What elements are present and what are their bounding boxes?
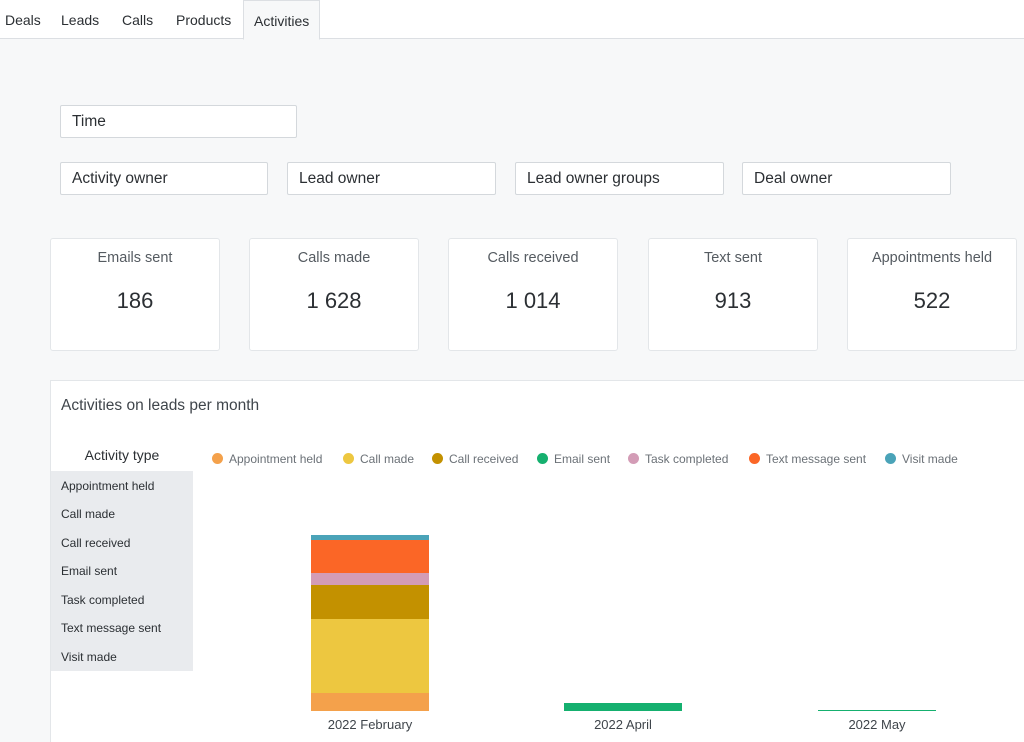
legend-email-sent[interactable]: Email sent (537, 452, 610, 466)
kpi-label: Text sent (703, 250, 763, 266)
activity-type-call-received[interactable]: Call received (61, 536, 131, 550)
x-tick-label: 2022 April (594, 717, 652, 732)
legend-call-made[interactable]: Call made (343, 452, 414, 466)
lead-owner-groups-filter[interactable]: Lead owner groups (515, 162, 724, 195)
legend-task-completed[interactable]: Task completed (628, 452, 728, 466)
bar-segment-email-sent-2022-may[interactable] (818, 710, 936, 711)
legend-dot-icon (749, 453, 760, 464)
bar-segment-call-received-2022-february[interactable] (311, 585, 429, 619)
tab-bar: Deals Leads Calls Products Activities (0, 0, 1024, 40)
activity-type-task-completed[interactable]: Task completed (61, 593, 145, 607)
legend-dot-icon (885, 453, 896, 464)
activities-chart-panel: Activities on leads per month Activity t… (50, 380, 1024, 742)
legend-dot-icon (432, 453, 443, 464)
legend-dot-icon (537, 453, 548, 464)
activity-type-email-sent[interactable]: Email sent (61, 564, 118, 578)
kpi-label: Calls made (297, 250, 371, 266)
kpi-card-calls-made: Calls made 1 628 (249, 238, 419, 351)
bar-segment-appointment-held-2022-february[interactable] (311, 693, 429, 711)
kpi-value: 913 (714, 288, 752, 313)
tab-calls[interactable]: Calls (122, 12, 154, 28)
activity-type-header: Activity type (84, 447, 160, 463)
kpi-value: 1 628 (306, 288, 362, 313)
legend-label: Email sent (554, 452, 611, 466)
activity-type-list: Appointment held Call made Call received… (51, 471, 193, 671)
bar-segment-call-made-2022-february[interactable] (311, 619, 429, 693)
bar-segment-email-sent-2022-april[interactable] (564, 703, 682, 711)
kpi-label: Emails sent (97, 250, 173, 266)
activity-type-appointment-held[interactable]: Appointment held (61, 479, 155, 493)
activity-type-visit-made[interactable]: Visit made (61, 650, 117, 664)
tab-products[interactable]: Products (176, 12, 232, 28)
legend-label: Visit made (902, 452, 958, 466)
stacked-bar-chart: 2022 February 2022 April 2022 May (311, 535, 936, 732)
legend-label: Task completed (645, 452, 729, 466)
legend-label: Call made (360, 452, 415, 466)
legend-visit-made[interactable]: Visit made (885, 452, 958, 466)
activity-type-call-made[interactable]: Call made (61, 507, 116, 521)
legend-label: Appointment held (229, 452, 323, 466)
deal-owner-filter[interactable]: Deal owner (742, 162, 951, 195)
activity-owner-filter[interactable]: Activity owner (60, 162, 268, 195)
kpi-value: 1 014 (505, 288, 561, 313)
kpi-value: 522 (913, 288, 951, 313)
bar-segment-task-completed-2022-february[interactable] (311, 573, 429, 585)
legend-dot-icon (628, 453, 639, 464)
x-tick-label: 2022 May (848, 717, 906, 732)
legend-dot-icon (343, 453, 354, 464)
kpi-card-emails-sent: Emails sent 186 (50, 238, 220, 351)
kpi-card-calls-received: Calls received 1 014 (448, 238, 618, 351)
legend-appointment-held[interactable]: Appointment held (212, 452, 322, 466)
kpi-value: 186 (116, 288, 154, 313)
bar-segment-text-message-sent-2022-february[interactable] (311, 540, 429, 573)
bar-segment-visit-made-2022-february[interactable] (311, 535, 429, 540)
legend-label: Call received (449, 452, 519, 466)
legend-label: Text message sent (766, 452, 867, 466)
legend-dot-icon (212, 453, 223, 464)
kpi-label: Calls received (487, 250, 579, 266)
panel-title: Activities on leads per month (61, 397, 260, 414)
kpi-card-appointments-held: Appointments held 522 (847, 238, 1017, 351)
kpi-label: Appointments held (871, 250, 993, 266)
legend-call-received[interactable]: Call received (432, 452, 518, 466)
lead-owner-filter[interactable]: Lead owner (287, 162, 496, 195)
tab-deals[interactable]: Deals (5, 12, 41, 28)
time-filter[interactable]: Time (60, 105, 297, 138)
x-tick-label: 2022 February (328, 717, 413, 732)
activity-type-text-message-sent[interactable]: Text message sent (61, 621, 162, 635)
tab-activities[interactable]: Activities (243, 0, 321, 40)
kpi-card-text-sent: Text sent 913 (648, 238, 818, 351)
tab-leads[interactable]: Leads (61, 12, 100, 28)
legend-text-message-sent[interactable]: Text message sent (749, 452, 866, 466)
